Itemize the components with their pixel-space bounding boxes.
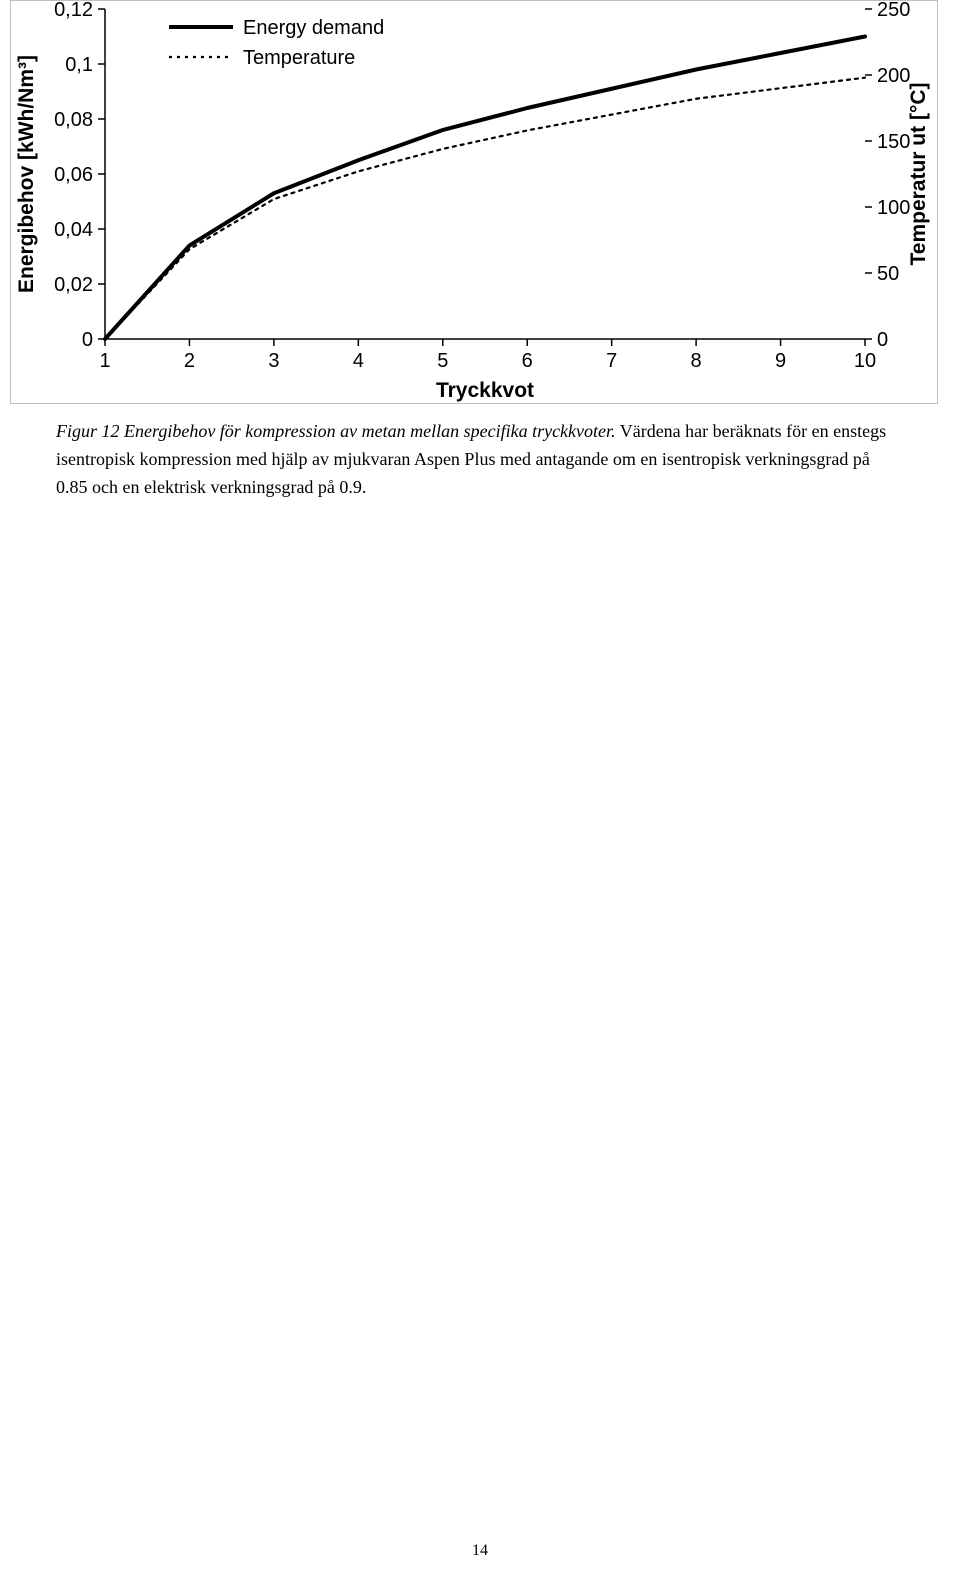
- svg-text:3: 3: [268, 350, 279, 372]
- svg-text:4: 4: [353, 350, 364, 372]
- svg-text:0,08: 0,08: [54, 109, 93, 131]
- svg-text:50: 50: [877, 263, 899, 285]
- svg-text:0,1: 0,1: [65, 54, 93, 76]
- figure-caption: Figur 12 Energibehov för kompression av …: [56, 418, 904, 502]
- svg-text:0,02: 0,02: [54, 274, 93, 296]
- svg-text:7: 7: [606, 350, 617, 372]
- svg-text:Energy demand: Energy demand: [243, 17, 384, 39]
- svg-text:250: 250: [877, 1, 910, 21]
- svg-text:5: 5: [437, 350, 448, 372]
- svg-text:9: 9: [775, 350, 786, 372]
- svg-text:6: 6: [522, 350, 533, 372]
- svg-text:2: 2: [184, 350, 195, 372]
- svg-text:8: 8: [691, 350, 702, 372]
- svg-text:Tryckkvot: Tryckkvot: [436, 379, 534, 402]
- svg-text:0,12: 0,12: [54, 1, 93, 21]
- chart-container: 1234567891000,020,040,060,080,10,1205010…: [10, 0, 938, 404]
- svg-text:10: 10: [854, 350, 876, 372]
- svg-text:0: 0: [82, 329, 93, 351]
- figure-caption-label: Figur 12 Energibehov för kompression av …: [56, 421, 616, 441]
- page-number: 14: [0, 1542, 960, 1560]
- svg-text:0,06: 0,06: [54, 164, 93, 186]
- svg-text:150: 150: [877, 131, 910, 153]
- svg-text:0,04: 0,04: [54, 219, 93, 241]
- svg-text:Temperatur ut [°C]: Temperatur ut [°C]: [907, 82, 930, 265]
- svg-text:Temperature: Temperature: [243, 47, 355, 69]
- svg-text:0: 0: [877, 329, 888, 351]
- svg-text:100: 100: [877, 197, 910, 219]
- svg-text:200: 200: [877, 65, 910, 87]
- svg-text:Energibehov [kWh/Nm³]: Energibehov [kWh/Nm³]: [15, 55, 38, 293]
- svg-text:1: 1: [99, 350, 110, 372]
- chart-svg: 1234567891000,020,040,060,080,10,1205010…: [11, 1, 937, 403]
